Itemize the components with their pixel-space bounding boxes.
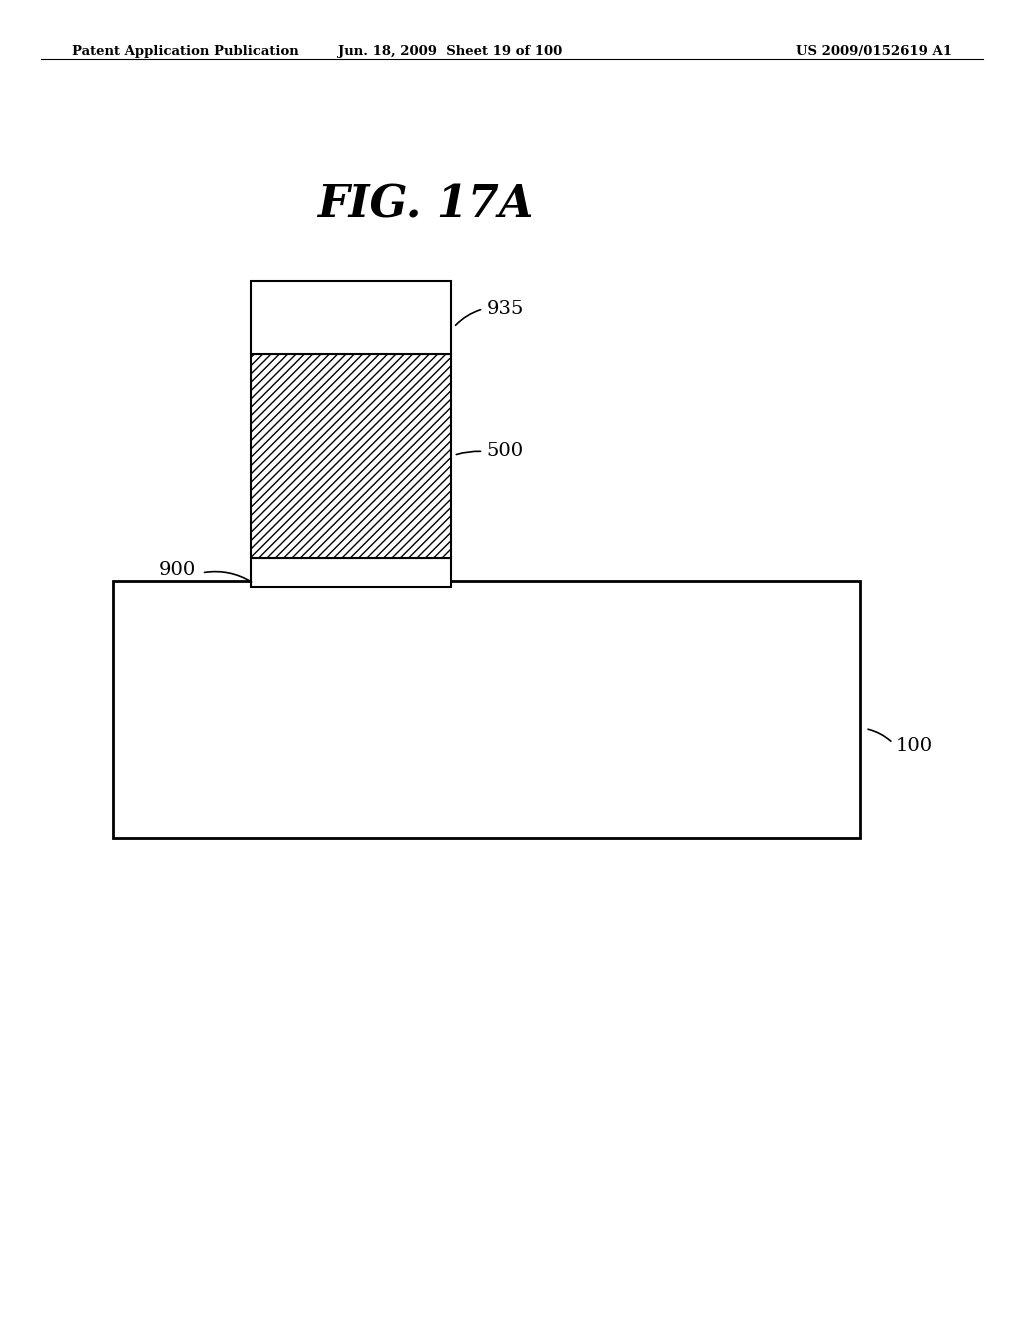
Text: FIG. 17A: FIG. 17A	[316, 183, 534, 226]
Bar	[251, 354, 451, 558]
Text: Jun. 18, 2009  Sheet 19 of 100: Jun. 18, 2009 Sheet 19 of 100	[339, 45, 562, 58]
Bar	[251, 281, 451, 354]
Bar	[113, 581, 860, 838]
Text: US 2009/0152619 A1: US 2009/0152619 A1	[797, 45, 952, 58]
Text: Patent Application Publication: Patent Application Publication	[72, 45, 298, 58]
Text: 900: 900	[159, 561, 196, 579]
Text: 500: 500	[486, 442, 523, 461]
Bar	[251, 558, 451, 587]
Text: 100: 100	[896, 737, 933, 755]
Text: 935: 935	[486, 300, 523, 318]
